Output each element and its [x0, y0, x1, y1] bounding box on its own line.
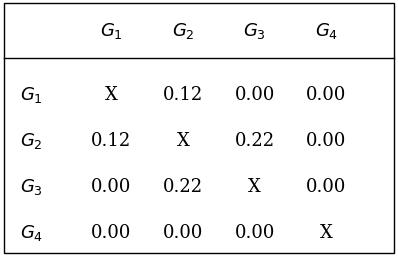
Text: $G_1$: $G_1$ [100, 21, 123, 41]
Text: $G_2$: $G_2$ [20, 131, 43, 151]
Text: $G_3$: $G_3$ [243, 21, 266, 41]
Text: 0.22: 0.22 [163, 178, 203, 196]
Text: $G_1$: $G_1$ [20, 85, 43, 105]
Text: X: X [105, 86, 118, 104]
Text: 0.00: 0.00 [163, 224, 203, 242]
Text: 0.00: 0.00 [306, 132, 347, 150]
Text: X: X [177, 132, 189, 150]
Text: 0.00: 0.00 [234, 224, 275, 242]
Text: 0.00: 0.00 [306, 178, 347, 196]
Text: 0.22: 0.22 [235, 132, 275, 150]
Text: $G_4$: $G_4$ [20, 223, 43, 243]
Text: 0.00: 0.00 [91, 178, 132, 196]
Text: 0.12: 0.12 [91, 132, 132, 150]
Text: $G_3$: $G_3$ [20, 177, 43, 197]
Text: 0.00: 0.00 [234, 86, 275, 104]
Text: 0.00: 0.00 [91, 224, 132, 242]
Text: X: X [320, 224, 333, 242]
Text: X: X [248, 178, 261, 196]
Text: 0.00: 0.00 [306, 86, 347, 104]
Text: $G_2$: $G_2$ [172, 21, 195, 41]
Text: 0.12: 0.12 [163, 86, 203, 104]
Text: $G_4$: $G_4$ [315, 21, 338, 41]
